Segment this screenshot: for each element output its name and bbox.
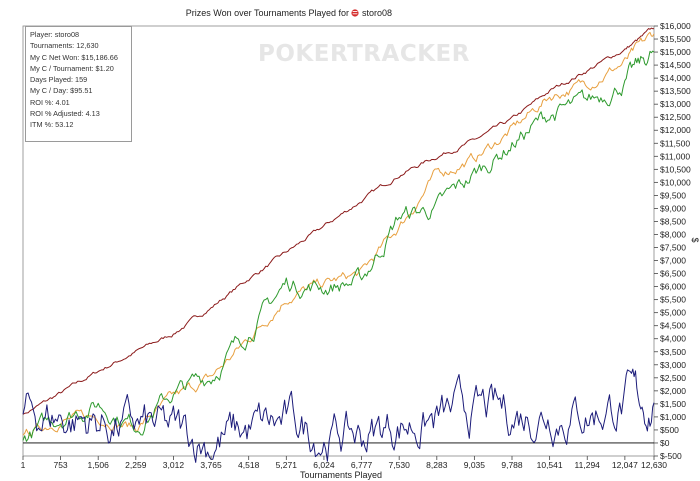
x-tick-label: 753 <box>53 460 67 470</box>
poker-tracker-watermark: POKERTRACKER <box>258 41 470 67</box>
x-tick-label: 1 <box>21 460 26 470</box>
x-tick-label: 4,518 <box>238 460 260 470</box>
y-tick-label: $10,500 <box>660 164 691 174</box>
series-line-3 <box>22 368 655 463</box>
x-tick-label: 2,259 <box>125 460 147 470</box>
y-tick-label: $-500 <box>660 451 682 461</box>
x-tick-label: 10,541 <box>537 460 563 470</box>
chart-title-player: storo08 <box>362 8 392 18</box>
x-tick-label: 6,777 <box>351 460 373 470</box>
y-tick-label: $6,000 <box>660 282 686 292</box>
y-tick-label: $3,500 <box>660 347 686 357</box>
y-tick-label: $7,000 <box>660 256 686 266</box>
y-axis: $-500 $0 $500 $1,000 $1,500 $2,000 $2,500 $3,00… <box>654 21 691 461</box>
x-tick-label: 6,024 <box>313 460 335 470</box>
y-axis-label: $ <box>690 237 700 242</box>
y-tick-label: $15,000 <box>660 47 691 57</box>
y-tick-label: $15,500 <box>660 34 691 44</box>
x-tick-label: 5,271 <box>276 460 298 470</box>
series-layer <box>22 27 655 463</box>
x-axis: 1 753 1,506 2,259 3,012 3,765 4,518 5,271 6,024 6… <box>21 456 667 470</box>
stat-net-won: My C Net Won: $15,186.66 <box>30 52 118 62</box>
y-tick-label: $5,000 <box>660 308 686 318</box>
y-tick-label: $9,000 <box>660 203 686 213</box>
x-tick-label: 7,530 <box>389 460 411 470</box>
plot-area <box>22 25 655 457</box>
y-tick-label: $13,500 <box>660 86 691 96</box>
x-axis-label: Tournaments Played <box>300 470 382 480</box>
y-tick-label: $10,000 <box>660 177 691 187</box>
y-tick-label: $12,000 <box>660 125 691 135</box>
series-line-0 <box>22 27 655 415</box>
y-tick-label: $12,500 <box>660 112 691 122</box>
y-tick-label: $9,500 <box>660 190 686 200</box>
x-tick-label: 11,294 <box>575 460 601 470</box>
y-tick-label: $3,000 <box>660 360 686 370</box>
y-tick-label: $2,500 <box>660 373 686 383</box>
y-tick-label: $500 <box>660 425 679 435</box>
x-tick-label: 9,788 <box>501 460 523 470</box>
y-tick-label: $16,000 <box>660 21 691 31</box>
stat-tournaments: Tournaments: 12,630 <box>30 41 99 51</box>
stat-roi-adjusted: ROI % Adjusted: 4.13 <box>30 109 100 119</box>
y-tick-label: $1,500 <box>660 399 686 409</box>
x-tick-label: 12,047 <box>612 460 638 470</box>
y-tick-label: $0 <box>660 438 670 448</box>
series-line-1 <box>22 31 655 437</box>
y-tick-label: $4,500 <box>660 321 686 331</box>
y-tick-label: $11,500 <box>660 138 690 148</box>
y-tick-label: $5,500 <box>660 295 686 305</box>
watermark-text: POKERTRACKER <box>258 41 470 67</box>
x-tick-label: 9,035 <box>464 460 486 470</box>
y-tick-label: $11,000 <box>660 151 690 161</box>
x-tick-label: 3,012 <box>163 460 185 470</box>
stat-per-day: My C / Day: $95.51 <box>30 86 93 96</box>
x-tick-label: 8,283 <box>426 460 448 470</box>
y-tick-label: $7,500 <box>660 243 686 253</box>
y-tick-label: $2,000 <box>660 386 686 396</box>
stats-panel: Player: storo08 Tournaments: 12,630 My C… <box>25 26 132 142</box>
plot-border <box>22 25 655 457</box>
stat-itm: ITM %: 53.12 <box>30 120 74 130</box>
y-tick-label: $8,500 <box>660 216 686 226</box>
x-tick-label: 1,506 <box>88 460 110 470</box>
y-tick-label: $6,500 <box>660 269 686 279</box>
y-tick-label: $14,500 <box>660 60 691 70</box>
x-tick-label: 3,765 <box>200 460 222 470</box>
y-tick-label: $13,000 <box>660 99 691 109</box>
y-tick-label: $8,000 <box>660 229 686 239</box>
stat-roi: ROI %: 4.01 <box>30 97 70 107</box>
x-tick-label: 12,630 <box>641 460 667 470</box>
stat-per-tournament: My C / Tournament: $1.20 <box>30 63 114 73</box>
y-tick-label: $14,000 <box>660 73 691 83</box>
y-tick-label: $4,000 <box>660 334 686 344</box>
stat-days-played: Days Played: 159 <box>30 75 88 85</box>
chart-title: Prizes Won over Tournaments Played for <box>186 8 349 18</box>
poker-site-icon <box>351 9 359 17</box>
stat-player: Player: storo08 <box>30 30 80 39</box>
y-tick-label: $1,000 <box>660 412 686 422</box>
series-line-2 <box>22 50 655 442</box>
